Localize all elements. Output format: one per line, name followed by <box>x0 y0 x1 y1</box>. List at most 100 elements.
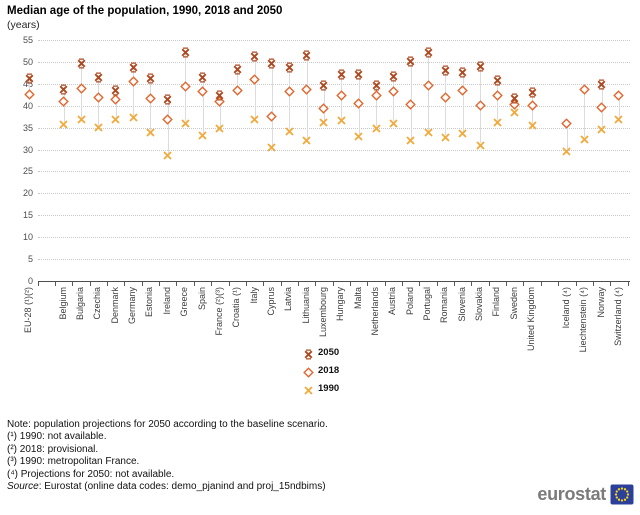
range-line <box>428 50 430 131</box>
x-axis-tick <box>436 282 438 286</box>
marker-2050 <box>301 48 312 61</box>
marker-1990 <box>266 140 277 152</box>
marker-2050 <box>318 78 329 91</box>
marker-2018 <box>110 92 122 105</box>
footnote-1: (¹) 1990: not available. <box>7 431 107 443</box>
marker-2050 <box>76 56 87 69</box>
x-tick-label-spain: Spain <box>196 287 207 311</box>
x-tick-label-poland: Poland <box>404 287 415 316</box>
eurostat-wordmark: eurostat <box>537 484 606 504</box>
x-tick-label-austria: Austria <box>387 287 398 316</box>
x-tick-label-hungary: Hungary <box>335 287 346 322</box>
marker-1990 <box>93 120 104 133</box>
marker-2018 <box>162 112 174 125</box>
y-axis-label-25: 25 <box>22 166 33 177</box>
x-axis-tick <box>124 282 126 286</box>
x-axis-tick <box>72 282 74 286</box>
x-tick-label-bulgaria: Bulgaria <box>75 287 86 321</box>
marker-2050 <box>336 67 347 80</box>
marker-1990 <box>336 113 347 125</box>
marker-1990 <box>162 148 173 160</box>
x-tick-label-belgium: Belgium <box>57 287 68 320</box>
x-tick-label-germany: Germany <box>127 287 138 325</box>
x-tick-label-france-: France (²)(³) <box>213 287 224 336</box>
range-line <box>289 65 291 130</box>
x-tick-label-latvia: Latvia <box>283 287 294 312</box>
marker-2050 <box>509 91 520 104</box>
marker-1990 <box>509 105 520 117</box>
marker-2050 <box>128 60 139 73</box>
source-label: Source <box>7 481 39 493</box>
x-tick-label-greece: Greece <box>179 287 190 317</box>
x-axis-tick <box>367 282 369 286</box>
marker-2018 <box>58 94 69 107</box>
marker-2050 <box>145 71 156 84</box>
x-axis-tick <box>38 282 39 286</box>
marker-2050 <box>423 45 434 59</box>
eurostat-logo: eurostat <box>537 484 634 505</box>
marker-2018 <box>561 116 573 129</box>
marker-2050 <box>24 71 35 84</box>
x-axis-tick <box>592 282 594 286</box>
marker-2018 <box>353 96 364 109</box>
x-tick-label-romania: Romania <box>439 287 450 324</box>
marker-1990 <box>58 117 69 129</box>
x-axis-tick <box>384 282 386 286</box>
x-tick-label-czechia: Czechia <box>92 287 103 320</box>
x-axis-tick <box>454 282 456 286</box>
x-axis-line <box>38 281 630 282</box>
y-axis-label-10: 10 <box>22 232 33 243</box>
marker-2018 <box>388 84 399 97</box>
marker-2050 <box>232 62 243 75</box>
marker-2050 <box>197 70 208 83</box>
marker-2050 <box>527 85 538 98</box>
x-axis-tick <box>523 282 525 286</box>
x-tick-label-netherlands: Netherlands <box>370 287 380 336</box>
marker-2018 <box>578 82 590 96</box>
x-tick-label-united-kingdom: United Kingdom <box>526 287 537 352</box>
marker-2018 <box>613 88 625 101</box>
x-axis-tick <box>176 282 178 286</box>
range-line <box>393 74 395 122</box>
y-axis-label-45: 45 <box>22 78 33 89</box>
x-tick-label-iceland-: Iceland (⁴) <box>560 287 571 329</box>
marker-1990 <box>405 133 416 145</box>
x-tick-label-lithuania: Lithuania <box>300 287 311 324</box>
x-axis-tick <box>280 282 282 286</box>
x-thin-marker-icon <box>303 383 314 395</box>
footnote-3: (³) 1990: metropolitan France. <box>7 456 140 468</box>
x-tick-label-ireland: Ireland <box>161 287 172 315</box>
range-line <box>410 59 412 139</box>
range-line <box>306 53 308 139</box>
gridline-20 <box>38 193 630 195</box>
marker-2018 <box>596 100 607 114</box>
marker-1990 <box>527 118 538 130</box>
marker-2018 <box>318 101 330 114</box>
marker-1990 <box>284 124 295 136</box>
y-axis-label-20: 20 <box>22 188 33 199</box>
x-axis-tick <box>263 282 265 286</box>
x-tick-label-denmark: Denmark <box>109 287 120 324</box>
marker-2018 <box>179 79 191 92</box>
x-axis-tick <box>193 282 195 286</box>
x-axis-tick <box>506 282 508 286</box>
legend-item-1990: 1990 <box>303 382 339 395</box>
range-line <box>566 121 568 150</box>
range-line <box>202 75 204 134</box>
marker-2018 <box>93 90 104 103</box>
x-tick-label-norway: Norway <box>595 287 606 318</box>
marker-2018 <box>457 83 469 96</box>
marker-1990 <box>110 112 121 125</box>
marker-1990 <box>145 125 156 137</box>
range-line <box>133 65 135 116</box>
gridline-55 <box>38 40 630 41</box>
marker-2018 <box>474 98 486 111</box>
x-tick-label-switzerland-: Switzerland (⁴) <box>612 287 623 346</box>
marker-2050 <box>249 49 260 62</box>
marker-2018 <box>405 97 416 110</box>
gridline-30 <box>38 149 630 151</box>
x-tick-label-finland: Finland <box>491 287 502 317</box>
x-tick-label-luxembourg: Luxembourg <box>317 287 328 338</box>
marker-1990 <box>301 133 312 145</box>
